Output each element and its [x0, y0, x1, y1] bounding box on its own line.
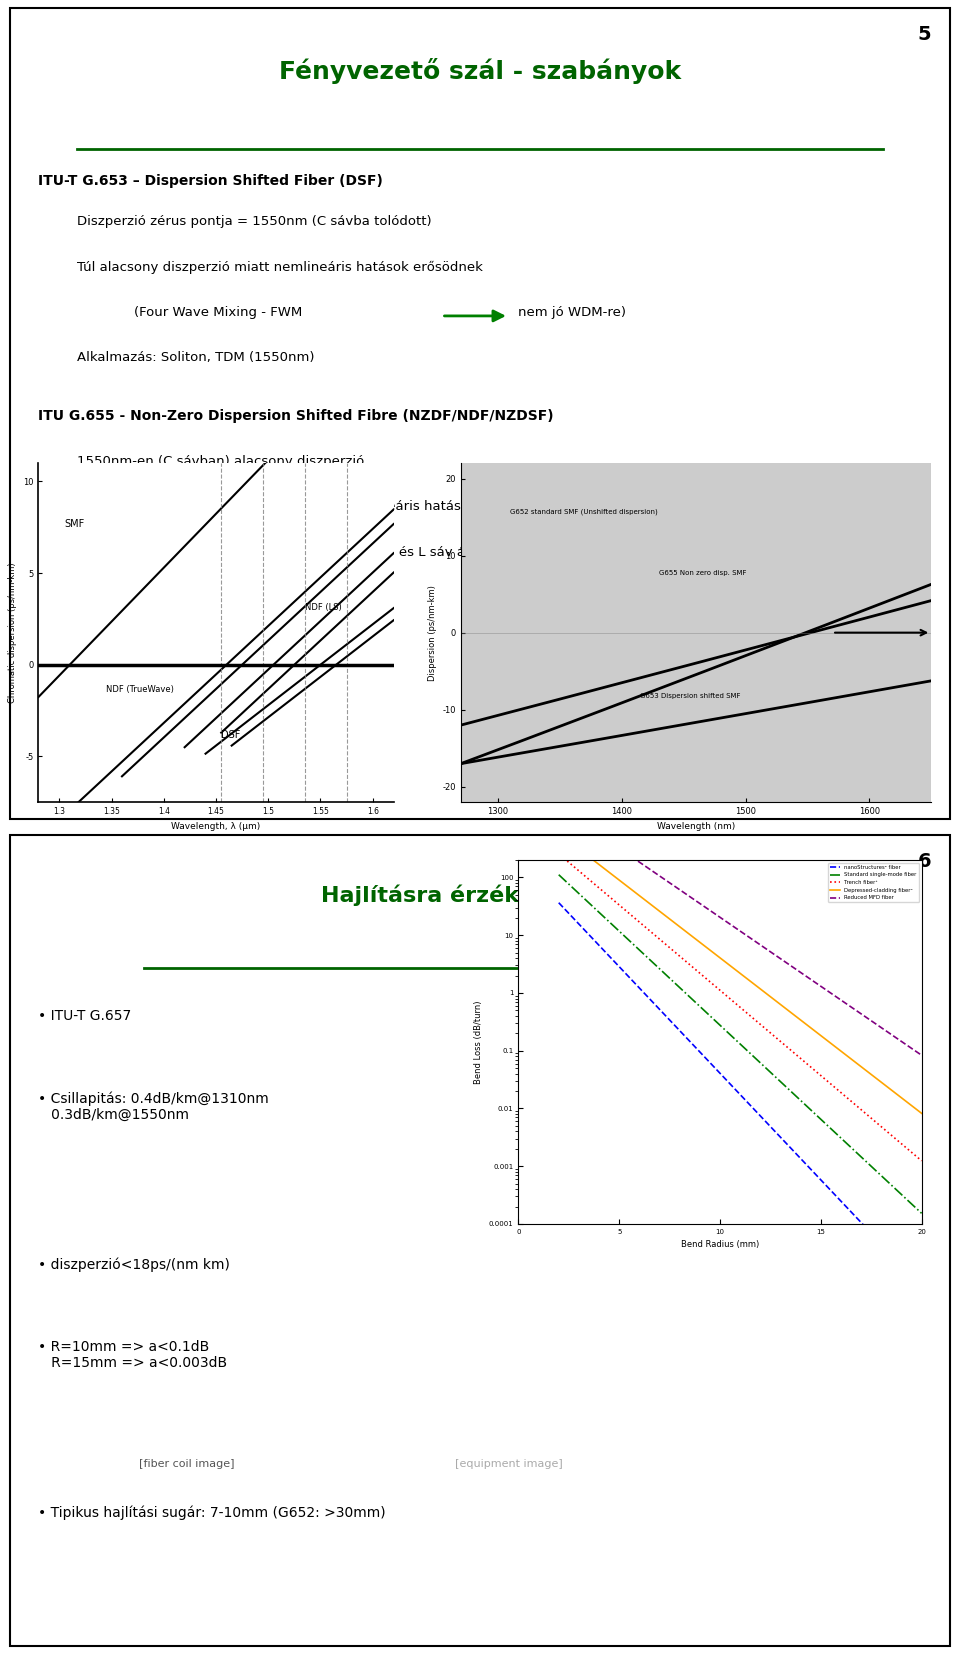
Text: [fiber coil image]: [fiber coil image]: [139, 1459, 235, 1469]
Text: • R=10mm => a<0.1dB
   R=15mm => a<0.003dB: • R=10mm => a<0.1dB R=15mm => a<0.003dB: [38, 1340, 228, 1370]
Standard single-mode fiber: [567, 878, 579, 898]
Text: G655 Non zero disp. SMF: G655 Non zero disp. SMF: [659, 571, 746, 576]
Y-axis label: Bend Loss (dB/turn): Bend Loss (dB/turn): [474, 1001, 483, 1083]
Trench fiber³: [620, 901, 632, 921]
Trench fiber³: [885, 1125, 897, 1145]
Standard single-mode fiber: [575, 885, 587, 905]
Text: DSF: DSF: [221, 729, 241, 739]
Text: • ITU-T G.657: • ITU-T G.657: [38, 1009, 132, 1022]
Reduced MFD fiber: [575, 850, 587, 870]
Y-axis label: Chromatic dispersion (ps/nm-km): Chromatic dispersion (ps/nm-km): [9, 562, 17, 703]
Text: ITU G.655 - Non-Zero Dispersion Shifted Fibre (NZDF/NDF/NZDSF): ITU G.655 - Non-Zero Dispersion Shifted …: [38, 410, 554, 423]
Text: G652 standard SMF (Unshifted dispersion): G652 standard SMF (Unshifted dispersion): [511, 508, 658, 514]
Text: 5: 5: [918, 25, 931, 43]
Line: Trench fiber³: Trench fiber³: [559, 860, 922, 1161]
Text: Hajlításra érzéketlen szál: Hajlításra érzéketlen szál: [321, 885, 639, 906]
nanoStructures² fiber: [553, 893, 564, 913]
Text: ITU-T G.653 – Dispersion Shifted Fiber (DSF): ITU-T G.653 – Dispersion Shifted Fiber (…: [38, 174, 383, 187]
Reduced MFD fiber: [885, 1024, 897, 1044]
Trench fiber³: [916, 1151, 927, 1171]
Depressed-cladding fiber⁴: [916, 1103, 927, 1123]
Text: = -2 (4.5) ps/nm-km (elég a nemlineáris hatások csökkentésére): = -2 (4.5) ps/nm-km (elég a nemlineáris …: [152, 501, 582, 513]
Text: SMF: SMF: [64, 519, 84, 529]
Text: crom: crom: [111, 506, 136, 518]
Depressed-cladding fiber⁴: [650, 898, 661, 918]
Depressed-cladding fiber⁴: [553, 850, 564, 870]
Text: • diszperzió<18ps/(nm km): • diszperzió<18ps/(nm km): [38, 1257, 230, 1272]
Reduced MFD fiber: [567, 850, 579, 870]
Text: • Csillapitás: 0.4dB/km@1310nm
   0.3dB/km@1550nm: • Csillapitás: 0.4dB/km@1310nm 0.3dB/km@…: [38, 1092, 269, 1123]
Trench fiber³: [650, 926, 661, 946]
nanoStructures² fiber: [898, 1257, 909, 1277]
Reduced MFD fiber: [916, 1045, 927, 1065]
Text: Túl alacsony diszperzió miatt nemlineáris hatások erősödnek: Túl alacsony diszperzió miatt nemlineári…: [77, 261, 483, 273]
Depressed-cladding fiber⁴: [620, 875, 632, 895]
Standard single-mode fiber: [650, 954, 661, 974]
Standard single-mode fiber: [553, 865, 564, 885]
Depressed-cladding fiber⁴: [567, 850, 579, 870]
Text: NDF (TrueWave): NDF (TrueWave): [107, 685, 174, 695]
Text: 1550nm-en (C sávban) alacsony diszperzió: 1550nm-en (C sávban) alacsony diszperzió: [77, 455, 364, 468]
Text: (Four Wave Mixing - FWM: (Four Wave Mixing - FWM: [134, 306, 302, 319]
Text: Alkalmazás: Soliton, TDM (1550nm): Alkalmazás: Soliton, TDM (1550nm): [77, 352, 314, 364]
X-axis label: Bend Radius (mm): Bend Radius (mm): [681, 1240, 759, 1249]
Reduced MFD fiber: [553, 850, 564, 870]
nanoStructures² fiber: [885, 1244, 897, 1264]
nanoStructures² fiber: [620, 964, 632, 984]
Text: • Tipikus hajlítási sugár: 7-10mm (G652: >30mm): • Tipikus hajlítási sugár: 7-10mm (G652:…: [38, 1505, 386, 1520]
nanoStructures² fiber: [575, 916, 587, 936]
X-axis label: Wavelength (nm): Wavelength (nm): [657, 822, 735, 830]
X-axis label: Wavelength, λ (μm): Wavelength, λ (μm): [172, 822, 260, 830]
Text: Fényvezető szál - szabányok: Fényvezető szál - szabányok: [279, 58, 681, 84]
Trench fiber³: [898, 1135, 909, 1154]
Y-axis label: Dispersion (ps/nm-km): Dispersion (ps/nm-km): [428, 586, 437, 680]
Trench fiber³: [553, 850, 564, 870]
Line: Standard single-mode fiber: Standard single-mode fiber: [559, 875, 922, 1214]
Text: D: D: [96, 501, 107, 514]
Text: NDF (LS): NDF (LS): [305, 602, 342, 612]
Depressed-cladding fiber⁴: [575, 850, 587, 870]
Line: nanoStructures² fiber: nanoStructures² fiber: [559, 903, 922, 1282]
Line: Depressed-cladding fiber⁴: Depressed-cladding fiber⁴: [559, 860, 922, 1113]
Trench fiber³: [575, 862, 587, 882]
Trench fiber³: [567, 857, 579, 877]
Standard single-mode fiber: [885, 1174, 897, 1194]
Reduced MFD fiber: [898, 1032, 909, 1052]
nanoStructures² fiber: [916, 1272, 927, 1292]
Line: Reduced MFD fiber: Reduced MFD fiber: [559, 860, 922, 1055]
Standard single-mode fiber: [620, 928, 632, 948]
nanoStructures² fiber: [650, 996, 661, 1016]
Legend: nanoStructures² fiber, Standard single-mode fiber, Trench fiber³, Depressed-clad: nanoStructures² fiber, Standard single-m…: [828, 863, 919, 903]
Text: 6: 6: [918, 852, 931, 870]
Text: nem jó WDM-re): nem jó WDM-re): [518, 306, 627, 319]
Text: alkalmazás: TDM (1550nm), DWDM (1550nm, C és L sáv átvitelre optimalizált): alkalmazás: TDM (1550nm), DWDM (1550nm, …: [77, 546, 600, 559]
Text: [equipment image]: [equipment image]: [455, 1459, 563, 1469]
Reduced MFD fiber: [620, 850, 632, 870]
Standard single-mode fiber: [898, 1186, 909, 1206]
Reduced MFD fiber: [650, 863, 661, 883]
Depressed-cladding fiber⁴: [898, 1090, 909, 1110]
Standard single-mode fiber: [916, 1204, 927, 1224]
Text: Diszperzió zérus pontja = 1550nm (C sávba tolódott): Diszperzió zérus pontja = 1550nm (C sávb…: [77, 215, 431, 228]
Text: G653 Dispersion shifted SMF: G653 Dispersion shifted SMF: [640, 693, 741, 700]
nanoStructures² fiber: [567, 908, 579, 928]
nanoStructures² fiber: [912, 1272, 924, 1292]
Depressed-cladding fiber⁴: [885, 1080, 897, 1100]
